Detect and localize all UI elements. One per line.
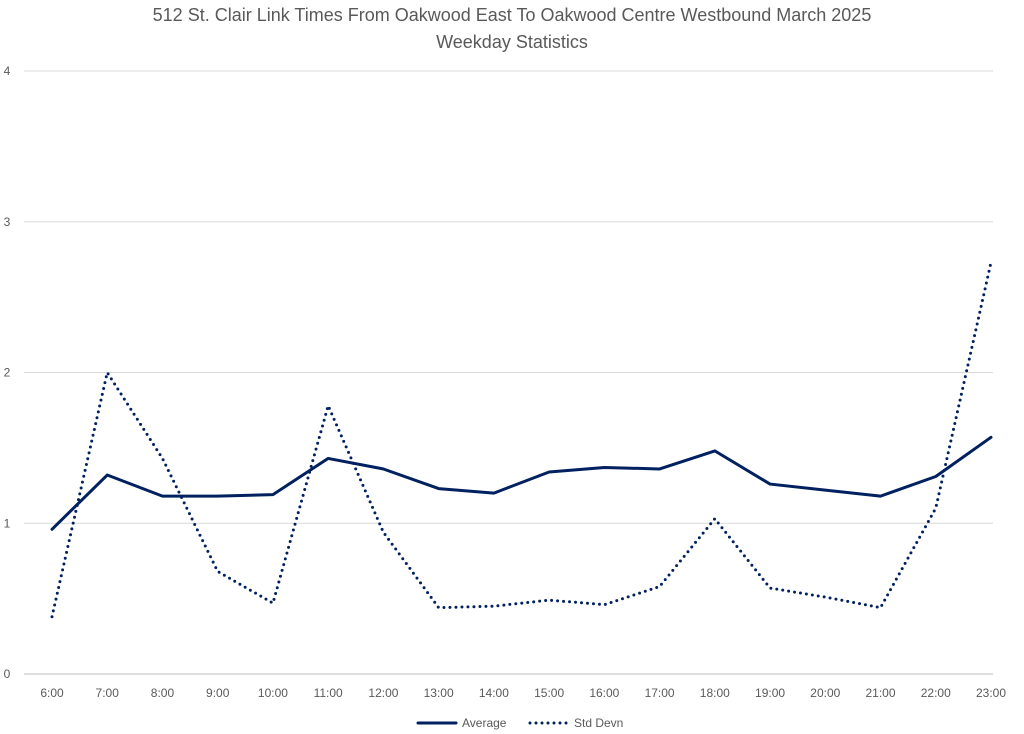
series-line-average: [50, 435, 993, 531]
x-tick-label: 7:00: [96, 686, 120, 700]
x-tick-label: 6:00: [40, 686, 64, 700]
x-tick-label: 10:00: [258, 686, 288, 700]
x-tick-label: 11:00: [314, 686, 343, 700]
x-tick-label: 8:00: [151, 686, 175, 700]
x-tick-label: 19:00: [755, 686, 785, 700]
series-line-std-devn: [50, 260, 993, 619]
x-tick-label: 12:00: [368, 686, 398, 700]
x-tick-label: 9:00: [206, 686, 230, 700]
legend-label-std-devn: Std Devn: [574, 716, 623, 730]
chart-title: 512 St. Clair Link Times From Oakwood Ea…: [152, 5, 872, 25]
y-tick-label: 4: [4, 64, 11, 78]
y-tick-label: 3: [4, 215, 11, 229]
chart-title-block: 512 St. Clair Link Times From Oakwood Ea…: [0, 2, 1024, 56]
x-tick-label: 21:00: [866, 686, 896, 700]
y-tick-label: 2: [4, 366, 11, 380]
x-tick-label: 17:00: [645, 686, 675, 700]
x-tick-label: 22:00: [921, 686, 951, 700]
x-tick-label: 14:00: [479, 686, 509, 700]
y-tick-label: 1: [4, 516, 11, 530]
x-tick-label: 20:00: [810, 686, 840, 700]
x-tick-label: 13:00: [424, 686, 454, 700]
legend-label-average: Average: [462, 716, 507, 730]
x-tick-label: 16:00: [589, 686, 619, 700]
x-tick-label: 23:00: [976, 686, 1006, 700]
chart-subtitle: Weekday Statistics: [436, 32, 588, 52]
y-tick-label: 0: [4, 667, 11, 681]
x-tick-label: 15:00: [534, 686, 564, 700]
x-tick-label: 18:00: [700, 686, 730, 700]
